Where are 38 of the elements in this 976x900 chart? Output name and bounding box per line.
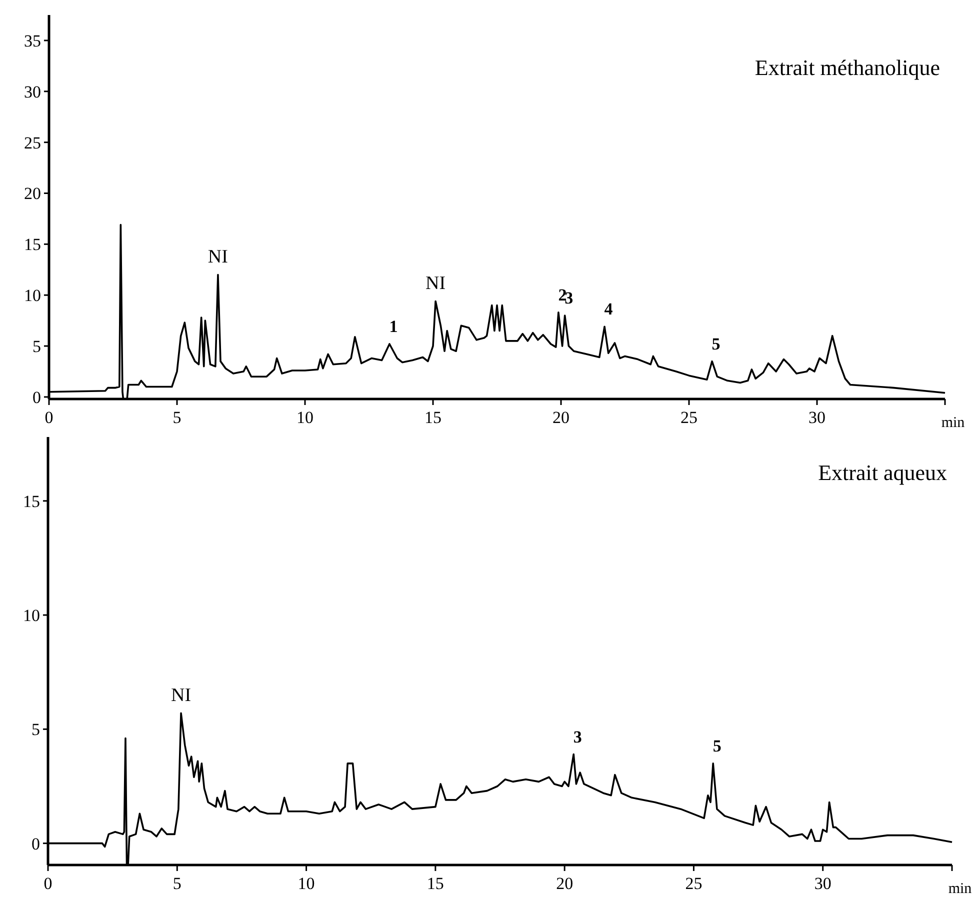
x-tick-label: 25 [680,408,698,427]
x-axis-title: min [941,415,966,431]
x-tick-label: 10 [298,874,315,893]
y-tick-label: 15 [23,492,40,511]
annotation: 4 [604,300,614,319]
annotation: 3 [573,727,582,746]
y-tick-label: 5 [32,720,40,740]
text: Extrait méthanolique [754,55,940,80]
x-tick-label: 10 [296,408,314,427]
x-tick-label: 5 [172,874,182,893]
annotation: NI [426,273,446,294]
x-tick-label: 25 [685,874,702,893]
y-tick-label: 15 [24,235,41,254]
y-tick-label: 5 [32,336,41,356]
y-tick-label: 30 [24,82,41,102]
y-tick-label: 25 [24,133,41,152]
annotation: 5 [712,736,722,756]
x-axis-title: min [948,881,972,897]
annotation: 3 [564,288,574,308]
y-tick-label: 10 [23,606,40,625]
y-tick-label: 10 [24,286,41,306]
annotation: NI [170,685,192,706]
x-tick-label: 20 [552,408,570,427]
annotation: 5 [712,334,720,354]
y-tick-label: 20 [24,184,41,204]
x-tick-label: 5 [172,408,182,427]
x-tick-label: 20 [556,874,574,893]
x-tick-label: 30 [808,408,826,427]
annotation: NI [208,246,228,268]
y-tick-label: 0 [32,388,41,407]
text: Extrait aqueux [818,460,947,485]
y-tick-label: 35 [24,31,41,50]
x-tick-label: 15 [426,874,444,893]
y-tick-label: 0 [32,834,40,854]
x-tick-label: 0 [44,408,54,427]
x-tick-label: 30 [814,874,832,893]
annotation: 1 [389,316,398,336]
x-tick-label: 15 [424,408,442,427]
